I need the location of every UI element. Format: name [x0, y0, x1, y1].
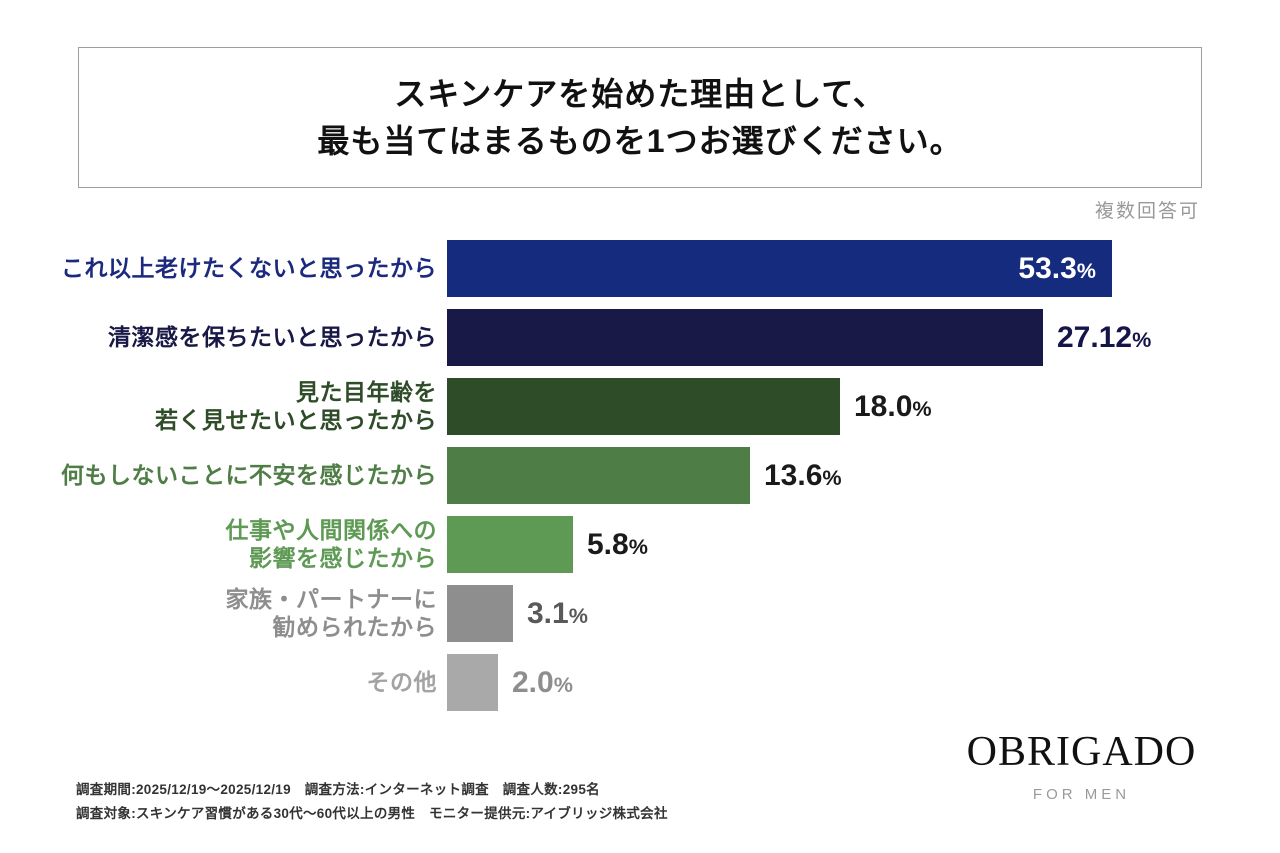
category-label: これ以上老けたくないと思ったから: [61, 254, 437, 281]
category-label: 見た目年齢を 若く見せたいと思ったから: [155, 379, 437, 433]
bar: 5.8%: [447, 516, 573, 573]
value-label: 27.12%: [1057, 320, 1152, 354]
bar: 2.0%: [447, 654, 498, 711]
bar-area: 27.12% 27.12%: [447, 309, 1151, 366]
value-label: 5.8%: [587, 527, 648, 561]
value-label: 3.1%: [527, 596, 588, 630]
category-label: 家族・パートナーに 勧められたから: [225, 586, 437, 640]
page-title: スキンケアを始めた理由として、 最も当てはまるものを1つお選びください。: [317, 76, 963, 159]
brand-logo-text: OBRIGADO: [966, 729, 1197, 775]
chart-row: 見た目年齢を 若く見せたいと思ったから 18.0% 18.0%: [0, 378, 1280, 435]
bar-area: 13.6% 13.6%: [447, 447, 842, 504]
category-label: 仕事や人間関係への 影響を感じたから: [225, 517, 437, 571]
survey-metadata: 調査期間:2025/12/19〜2025/12/19 調査方法:インターネット調…: [76, 778, 668, 825]
survey-metadata-line2: 調査対象:スキンケア習慣がある30代〜60代以上の男性 モニター提供元:アイブリ…: [76, 805, 668, 821]
brand-logo-subtext: FOR MEN: [1032, 786, 1131, 803]
value-label: 18.0%: [854, 389, 932, 423]
category-label: 何もしないことに不安を感じたから: [61, 461, 437, 488]
brand-logo: OBRIGADO FOR MEN: [959, 728, 1204, 803]
bar-chart: これ以上老けたくないと思ったから 53.3% 53.3% 清潔感を保ちたいと思っ…: [0, 240, 1280, 723]
chart-row: 仕事や人間関係への 影響を感じたから 5.8% 5.8%: [0, 516, 1280, 573]
bar-area: 3.1% 3.1%: [447, 585, 588, 642]
chart-row: その他 2.0% 2.0%: [0, 654, 1280, 711]
chart-row: これ以上老けたくないと思ったから 53.3% 53.3%: [0, 240, 1280, 297]
value-label: 53.3%: [1018, 251, 1096, 285]
bar: 53.3%: [447, 240, 1112, 297]
bar: 13.6%: [447, 447, 750, 504]
bar: 18.0%: [447, 378, 840, 435]
chart-row: 清潔感を保ちたいと思ったから 27.12% 27.12%: [0, 309, 1280, 366]
bar: 3.1%: [447, 585, 513, 642]
multiple-answers-note: 複数回答可: [1094, 201, 1200, 222]
category-label: その他: [366, 668, 437, 695]
value-label: 2.0%: [512, 665, 573, 699]
bar: 27.12%: [447, 309, 1043, 366]
survey-metadata-line1: 調査期間:2025/12/19〜2025/12/19 調査方法:インターネット調…: [76, 782, 600, 797]
category-label: 清潔感を保ちたいと思ったから: [108, 323, 437, 350]
bar-area: 2.0% 2.0%: [447, 654, 573, 711]
value-label: 13.6%: [764, 458, 842, 492]
bar-area: 53.3% 53.3%: [447, 240, 1112, 297]
title-box: スキンケアを始めた理由として、 最も当てはまるものを1つお選びください。: [78, 47, 1202, 188]
chart-row: 家族・パートナーに 勧められたから 3.1% 3.1%: [0, 585, 1280, 642]
bar-area: 18.0% 18.0%: [447, 378, 932, 435]
chart-row: 何もしないことに不安を感じたから 13.6% 13.6%: [0, 447, 1280, 504]
bar-area: 5.8% 5.8%: [447, 516, 648, 573]
